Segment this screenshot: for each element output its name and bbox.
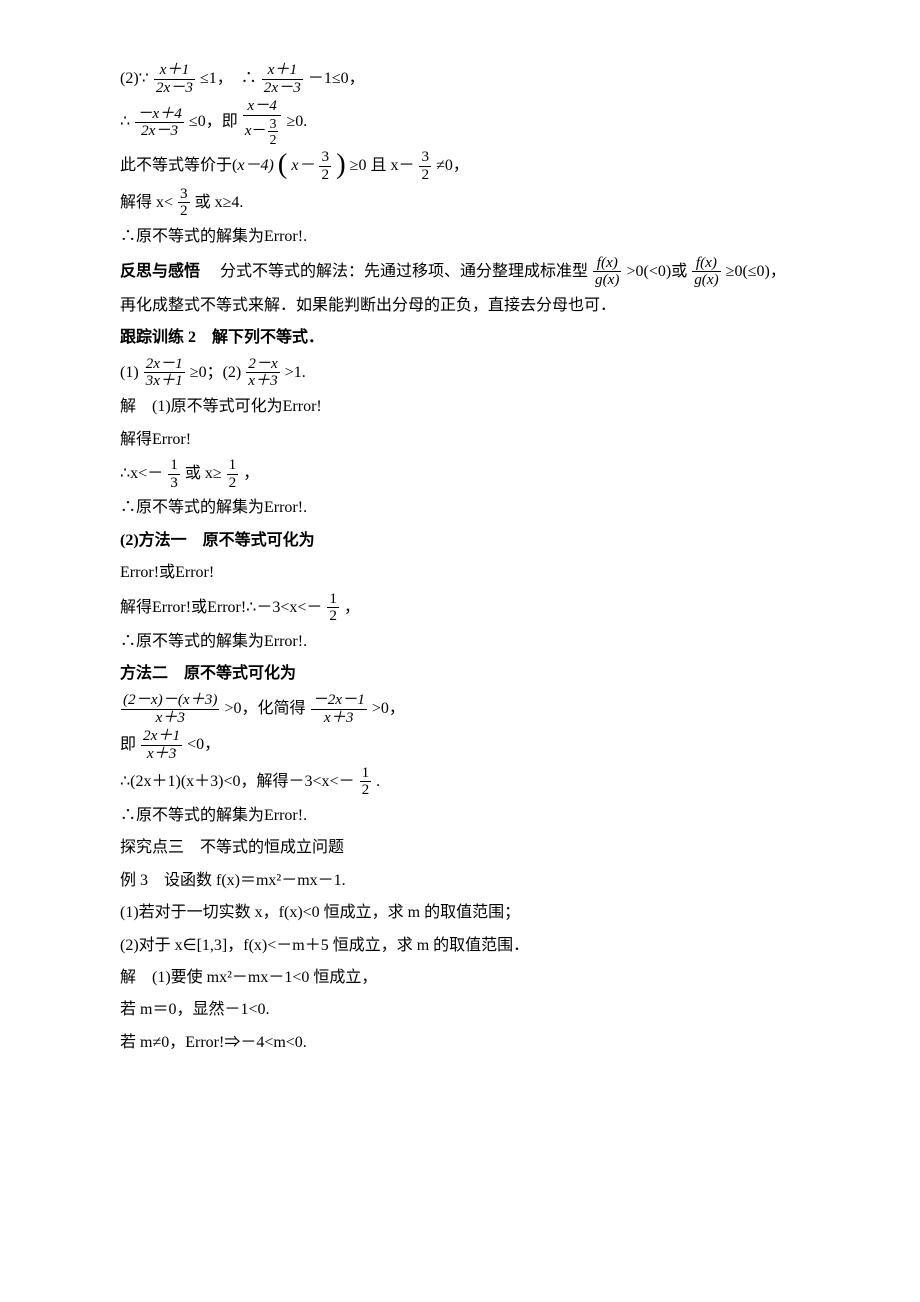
t: ∴ [120, 114, 130, 131]
t: 探究点三 不等式的恒成立问题 [120, 839, 344, 856]
t: 此不等式等价于( [120, 157, 237, 174]
t: 即 [120, 736, 136, 753]
t: ≥0 且 x－ [350, 157, 415, 174]
line: ∴ －x＋42x－3 ≤0，即 x－4 x－32 ≥0. [120, 98, 820, 147]
t: >1. [285, 364, 306, 381]
t: 例 3 设函数 f(x)＝mx²－mx－1. [120, 872, 346, 889]
t: ∴x<－ [120, 465, 163, 482]
line: 探究点三 不等式的恒成立问题 [120, 833, 820, 863]
t: 解得Error! [120, 431, 191, 448]
t: ∴原不等式的解集为Error!. [120, 807, 307, 824]
line: ∴(2x＋1)(x＋3)<0，解得－3<x<－ 12 . [120, 765, 820, 799]
t: ≤1， ∴ [200, 70, 257, 87]
line: Error!或Error! [120, 558, 820, 588]
heading-method: 方法二 原不等式可化为 [120, 665, 296, 682]
line: 解得 x< 32 或 x≥4. [120, 186, 820, 220]
t: 分式不等式的解法：先通过移项、通分整理成标准型 [204, 262, 588, 279]
heading: 反思与感悟 [120, 262, 200, 279]
line: 解得Error!或Error!∴－3<x<－ 12 ， [120, 591, 820, 625]
t: <0， [187, 736, 220, 753]
frac: 13 [168, 457, 180, 491]
line: 例 3 设函数 f(x)＝mx²－mx－1. [120, 866, 820, 896]
big-paren-open: ( [278, 148, 288, 180]
t: Error!或Error! [120, 564, 214, 581]
line: 方法二 原不等式可化为 [120, 659, 820, 689]
frac: －2x－1x＋3 [311, 692, 367, 726]
t: 解得 x< [120, 194, 173, 211]
frac: x－4 x－32 [243, 98, 282, 147]
t: ∴原不等式的解集为Error!. [120, 228, 307, 245]
frac: 32 [319, 149, 331, 183]
line: ∴x<－ 13 或 x≥ 12 ， [120, 457, 820, 491]
frac: 2x＋1x＋3 [141, 728, 182, 762]
frac: 32 [178, 186, 190, 220]
t: ， [344, 598, 360, 615]
t: >0，化简得 [224, 700, 305, 717]
frac: 12 [360, 765, 372, 799]
frac: 12 [327, 591, 339, 625]
t: >0(<0)或 [626, 262, 687, 279]
t: ≤0，即 [189, 114, 238, 131]
line: (1) 2x－13x＋1 ≥0；(2) 2－xx＋3 >1. [120, 356, 820, 390]
frac: －x＋42x－3 [135, 106, 184, 140]
line: 解得Error! [120, 425, 820, 455]
frac: x＋12x－3 [262, 62, 303, 96]
line: (2－x)－(x＋3)x＋3 >0，化简得 －2x－1x＋3 >0， [120, 692, 820, 726]
t: 或 x≥ [185, 465, 222, 482]
t: ∴(2x＋1)(x＋3)<0，解得－3<x<－ [120, 773, 355, 790]
t: ， [243, 465, 259, 482]
big-paren-close: ) [336, 148, 346, 180]
frac: 12 [227, 457, 239, 491]
frac: 2x－13x＋1 [144, 356, 185, 390]
t: 解 (1)要使 mx²－mx－1<0 恒成立， [120, 969, 377, 986]
frac: f(x)g(x) [692, 255, 720, 289]
line: 再化成整式不等式来解．如果能判断出分母的正负，直接去分母也可． [120, 291, 820, 321]
t: ≠0， [436, 157, 469, 174]
frac: x＋12x－3 [154, 62, 195, 96]
frac: 32 [419, 149, 431, 183]
t: (2)对于 x∈[1,3]，f(x)<－m＋5 恒成立，求 m 的取值范围． [120, 937, 529, 954]
heading-method: (2)方法一 原不等式可化为 [120, 532, 315, 549]
t: . [376, 773, 380, 790]
line: (2)方法一 原不等式可化为 [120, 526, 820, 556]
t: 若 m≠0，Error!⇒－4<m<0. [120, 1034, 307, 1051]
t: ≥0(≤0)， [726, 262, 786, 279]
line: 跟踪训练 2 解下列不等式． [120, 323, 820, 353]
line: ∴原不等式的解集为Error!. [120, 627, 820, 657]
line: ∴原不等式的解集为Error!. [120, 222, 820, 252]
line: 解 (1)原不等式可化为Error! [120, 392, 820, 422]
line: 若 m＝0，显然－1<0. [120, 995, 820, 1025]
t: －1≤0， [308, 70, 365, 87]
t: >0， [372, 700, 405, 717]
t: 或 x≥4. [195, 194, 244, 211]
line: 解 (1)要使 mx²－mx－1<0 恒成立， [120, 963, 820, 993]
line-2-2: (2)∵ x＋12x－3 ≤1， ∴ x＋12x－3 －1≤0， [120, 62, 820, 96]
t: 解得Error!或Error!∴－3<x<－ [120, 598, 322, 615]
frac: f(x)g(x) [593, 255, 621, 289]
t: x－ [291, 157, 314, 174]
t: 解 (1)原不等式可化为Error! [120, 398, 322, 415]
t: x－4) [237, 157, 273, 174]
heading: 跟踪训练 2 解下列不等式． [120, 329, 324, 346]
t: ≥0；(2) [190, 364, 241, 381]
line: (2)对于 x∈[1,3]，f(x)<－m＋5 恒成立，求 m 的取值范围． [120, 931, 820, 961]
line: 此不等式等价于(x－4) ( x－ 32 ) ≥0 且 x－ 32 ≠0， [120, 149, 820, 183]
line-reflect: 反思与感悟 分式不等式的解法：先通过移项、通分整理成标准型 f(x)g(x) >… [120, 255, 820, 289]
line: ∴原不等式的解集为Error!. [120, 493, 820, 523]
t: (1)若对于一切实数 x，f(x)<0 恒成立，求 m 的取值范围； [120, 904, 520, 921]
line: ∴原不等式的解集为Error!. [120, 801, 820, 831]
line: 即 2x＋1x＋3 <0， [120, 728, 820, 762]
line: 若 m≠0，Error!⇒－4<m<0. [120, 1028, 820, 1058]
t: 若 m＝0，显然－1<0. [120, 1001, 269, 1018]
t: (1) [120, 364, 139, 381]
t: ∴原不等式的解集为Error!. [120, 499, 307, 516]
t: (2)∵ [120, 70, 149, 87]
t: ≥0. [286, 114, 307, 131]
t: 再化成整式不等式来解．如果能判断出分母的正负，直接去分母也可． [120, 297, 616, 314]
line: (1)若对于一切实数 x，f(x)<0 恒成立，求 m 的取值范围； [120, 898, 820, 928]
t: ∴原不等式的解集为Error!. [120, 633, 307, 650]
frac: (2－x)－(x＋3)x＋3 [121, 692, 219, 726]
frac: 2－xx＋3 [246, 356, 280, 390]
